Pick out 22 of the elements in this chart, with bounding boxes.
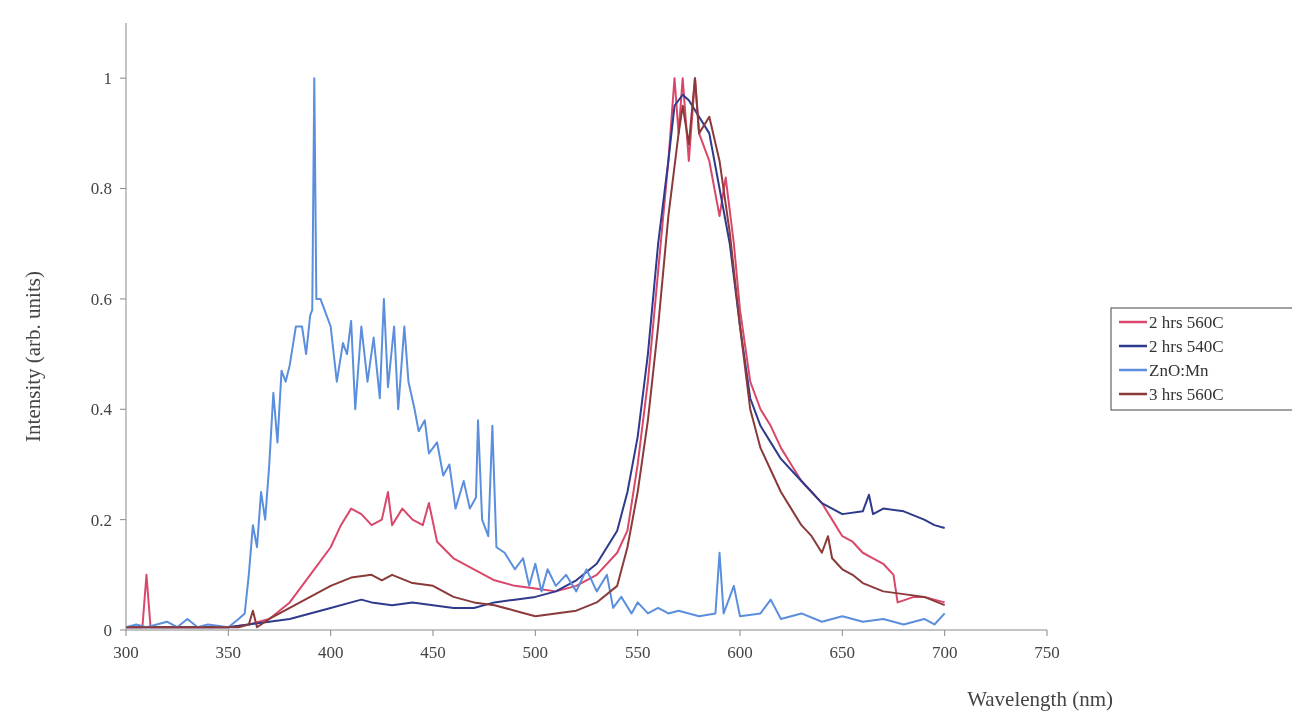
x-axis-title: Wavelength (nm) xyxy=(967,687,1113,711)
x-tick-label: 450 xyxy=(420,643,446,662)
y-tick-label: 0.2 xyxy=(90,510,112,530)
y-tick-label: 0 xyxy=(103,620,112,640)
x-tick-label: 500 xyxy=(522,643,549,662)
y-tick-label: 1 xyxy=(103,69,112,89)
legend-label: 2 hrs 560C xyxy=(1149,312,1224,332)
x-tick-label: 750 xyxy=(1034,643,1060,662)
y-tick-label: 0.4 xyxy=(90,400,113,420)
x-tick-label: 550 xyxy=(624,643,651,662)
x-tick-label: 400 xyxy=(317,643,344,662)
y-axis-title: Intensity (arb. units) xyxy=(21,271,45,442)
x-tick-label: 350 xyxy=(215,643,242,662)
legend-label: 2 hrs 540C xyxy=(1149,336,1224,356)
x-tick-label: 700 xyxy=(931,643,958,662)
y-tick-label: 0.8 xyxy=(90,179,112,199)
legend-label: 3 hrs 560C xyxy=(1149,384,1224,404)
y-tick-label: 0.6 xyxy=(90,289,112,309)
x-tick-label: 600 xyxy=(727,643,753,662)
x-tick-label: 650 xyxy=(829,643,856,662)
legend-label: ZnO:Mn xyxy=(1149,360,1209,380)
x-tick-label: 300 xyxy=(113,643,139,662)
